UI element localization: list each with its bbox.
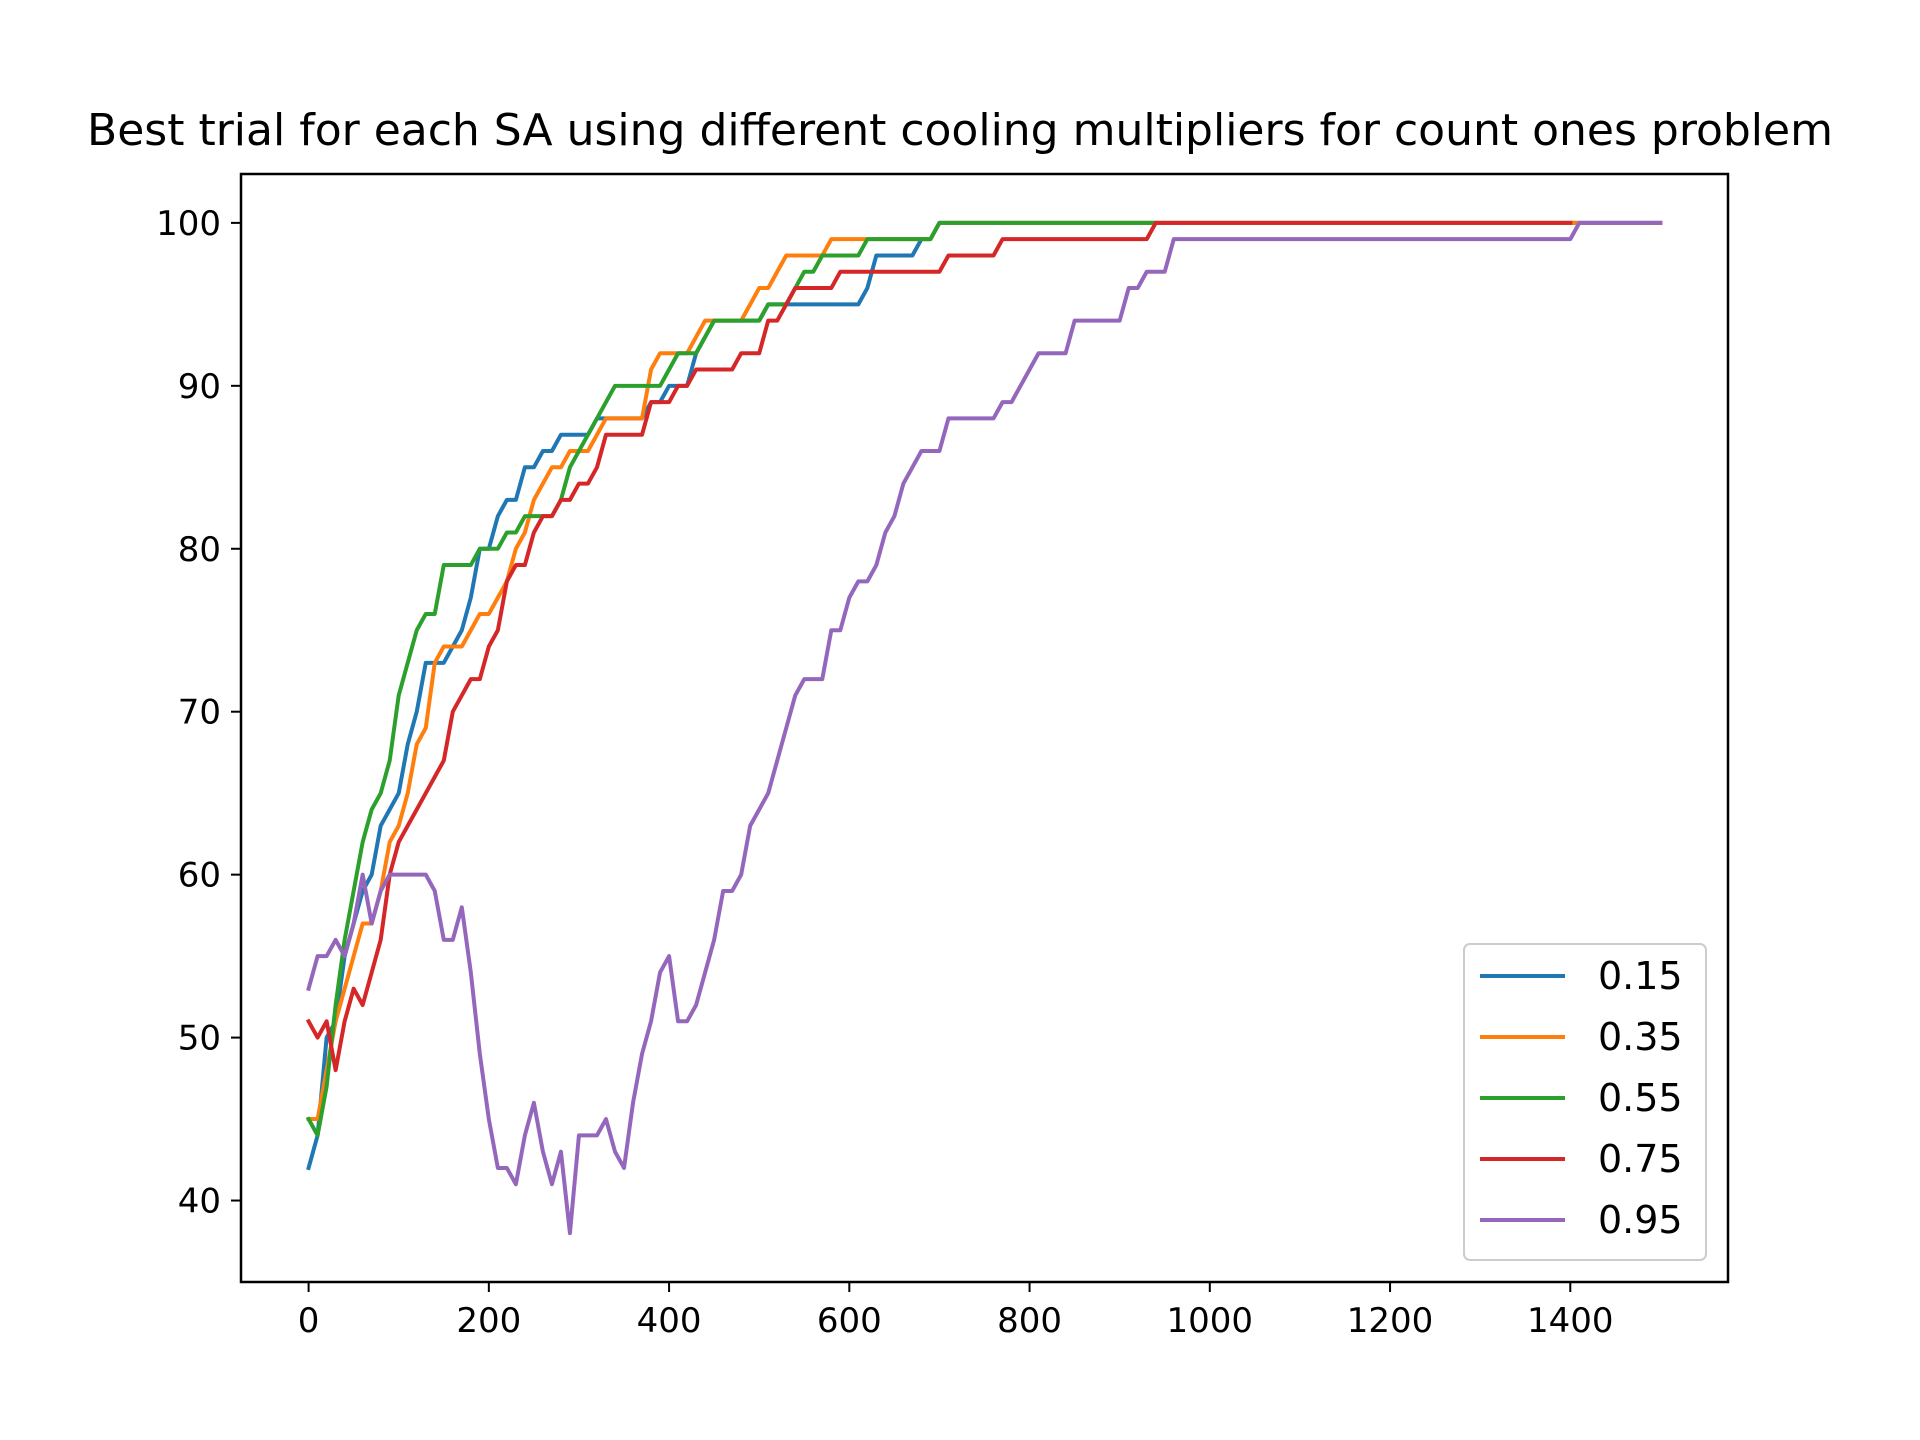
y-tick-label: 70 — [178, 693, 221, 733]
legend-label-0.35: 0.35 — [1598, 1015, 1683, 1059]
legend-box — [1463, 943, 1707, 1261]
x-tick-label: 400 — [637, 1301, 702, 1341]
plot-frame — [239, 172, 1730, 1284]
legend: 0.15 0.35 0.55 0.75 0.95 — [1463, 943, 1707, 1261]
x-tick-label: 200 — [456, 1301, 521, 1341]
x-tick-label: 800 — [997, 1301, 1062, 1341]
series-line-0.55 — [305, 220, 1158, 1138]
x-tick-label: 1200 — [1347, 1301, 1434, 1341]
axes-layer: 0 200 400 600 800 1000 1200 1400 40 50 60 70 80 90 100 — [156, 172, 1730, 1341]
series-line-0.15 — [306, 220, 1663, 1171]
x-tick-label: 0 — [298, 1301, 320, 1341]
y-tick-label: 80 — [178, 530, 221, 570]
x-tick-label: 1400 — [1527, 1301, 1614, 1341]
legend-label-0.95: 0.95 — [1598, 1198, 1683, 1242]
series-line-0.95 — [306, 220, 1663, 1236]
series-layer — [305, 220, 1663, 1236]
y-tick-label: 60 — [178, 856, 221, 896]
series-line-0.75 — [305, 220, 1573, 1073]
y-tick-label: 50 — [178, 1019, 221, 1059]
legend-label-0.55: 0.55 — [1598, 1076, 1683, 1120]
x-tick-label: 600 — [817, 1301, 882, 1341]
series-line-0.35 — [306, 220, 1663, 1122]
legend-label-0.75: 0.75 — [1598, 1137, 1683, 1181]
y-tick-label: 90 — [178, 367, 221, 407]
chart-title: Best trial for each SA using different c… — [87, 105, 1833, 156]
legend-label-0.15: 0.15 — [1598, 954, 1683, 998]
x-tick-label: 1000 — [1167, 1301, 1254, 1341]
y-tick-label: 100 — [156, 204, 221, 244]
y-tick-label: 40 — [178, 1182, 221, 1222]
